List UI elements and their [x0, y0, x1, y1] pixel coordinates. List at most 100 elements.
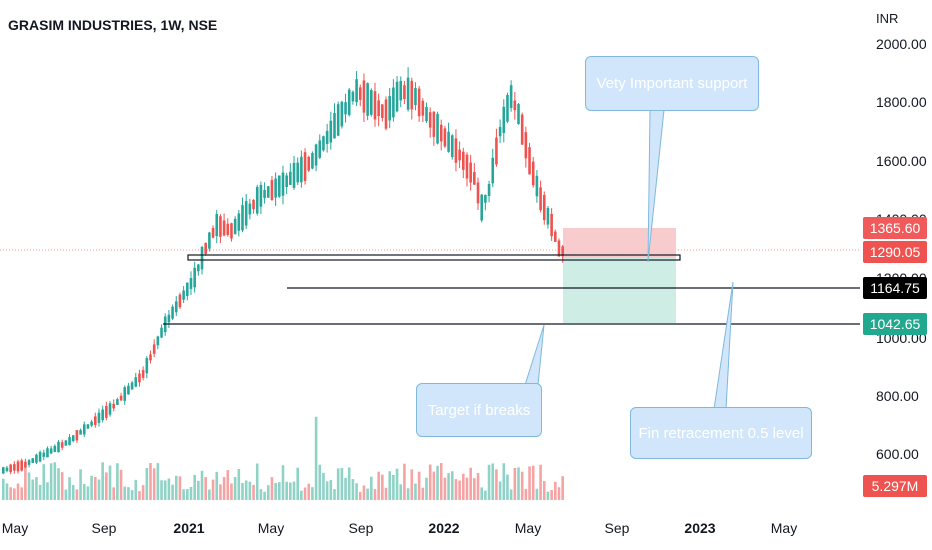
currency-label: INR — [876, 11, 899, 26]
candle-body — [539, 187, 542, 211]
volume-bar — [31, 479, 35, 500]
candle-body — [105, 405, 108, 418]
x-tick-2021: 2021 — [173, 520, 205, 536]
volume-bar — [38, 484, 42, 500]
candle-body — [388, 96, 391, 121]
volume-bar — [377, 471, 380, 500]
candle-body — [222, 220, 226, 236]
candle-body — [233, 218, 237, 235]
volume-bar — [119, 469, 123, 500]
volume-bar — [53, 462, 57, 500]
x-tick-may-2020: May — [1, 520, 29, 536]
volume-bar — [322, 472, 325, 500]
candle-body — [174, 301, 178, 313]
volume-bar — [362, 485, 366, 500]
volume-bar — [13, 488, 16, 500]
volume-bar — [193, 474, 196, 500]
candle-body — [487, 184, 491, 196]
volume-bar — [381, 474, 384, 500]
candle-body — [2, 467, 5, 474]
candle-body — [204, 242, 207, 254]
x-tick-2023: 2023 — [684, 520, 716, 536]
volume-bar — [211, 479, 215, 500]
volume-bar — [171, 484, 174, 500]
y-tick-600: 600.00 — [876, 446, 919, 462]
candle-body — [399, 81, 403, 101]
candle-body — [108, 403, 112, 415]
callout-fib[interactable]: Fin retracement 0.5 level — [630, 407, 812, 459]
candle-body — [101, 409, 104, 421]
volume-bar — [16, 483, 20, 500]
volume-bar — [208, 489, 211, 500]
callout-pointer-target — [524, 324, 545, 386]
candle-body — [237, 213, 241, 231]
candle-body — [406, 77, 410, 110]
volume-bar — [531, 465, 535, 500]
stop-price-label: 1365.60 — [863, 217, 927, 239]
volume-bar — [480, 487, 483, 500]
callout-support[interactable]: Vety Important support — [585, 56, 759, 111]
volume-bar — [57, 468, 60, 500]
volume-bar — [237, 469, 241, 500]
volume-bar — [123, 486, 127, 500]
candle-body — [219, 216, 222, 237]
candle-body — [428, 112, 432, 128]
candle-body — [425, 106, 428, 122]
volume-bar — [395, 468, 399, 500]
volume-bar — [219, 484, 222, 500]
volume-bar — [384, 487, 388, 500]
y-tick-2000: 2000.00 — [876, 36, 927, 52]
candle-body — [384, 99, 388, 129]
candle-body — [226, 223, 230, 236]
candle-body — [134, 377, 138, 387]
volume-bar — [428, 464, 432, 500]
volume-bar — [506, 474, 509, 500]
volume-bar — [79, 469, 82, 500]
x-tick-sep-2022: Sep — [604, 520, 630, 536]
candle-body — [476, 182, 480, 204]
candle-body — [439, 124, 443, 142]
volume-bar — [458, 480, 461, 500]
candle-body — [112, 403, 115, 409]
candle-body — [42, 452, 46, 457]
volume-bar — [278, 482, 281, 500]
volume-bar — [524, 488, 528, 500]
volume-bar — [71, 485, 75, 500]
volume-bar — [399, 484, 403, 500]
target-zone — [563, 258, 676, 323]
candle-body — [414, 87, 417, 106]
candle-body — [130, 382, 134, 390]
volume-bar — [473, 478, 476, 500]
volume-bar — [465, 477, 469, 500]
candle-body — [75, 430, 79, 441]
volume-bar — [270, 477, 274, 500]
candle-body — [20, 460, 23, 471]
candle-body — [292, 162, 296, 188]
candle-body — [178, 294, 182, 308]
candle-body — [362, 80, 366, 113]
candle-body — [480, 194, 483, 221]
callout-target[interactable]: Target if breaks — [416, 383, 542, 437]
x-tick-sep-2021: Sep — [348, 520, 374, 536]
volume-bar — [75, 489, 79, 500]
volume-bar — [373, 489, 377, 500]
candle-body — [193, 267, 196, 288]
volume-bar — [318, 464, 322, 500]
volume-bar — [502, 463, 506, 500]
candle-body — [27, 460, 31, 465]
candle-body — [443, 128, 447, 147]
volume-bar — [42, 464, 46, 500]
volume-bar — [112, 487, 115, 500]
candle-body — [307, 156, 311, 171]
candle-body — [358, 87, 362, 100]
candle-body — [53, 445, 57, 452]
candle-body — [49, 448, 53, 454]
candle-body — [528, 147, 531, 175]
volume-bar — [138, 491, 141, 500]
volume-bar — [174, 475, 178, 500]
volume-bar — [450, 471, 454, 500]
volume-bar — [105, 472, 108, 500]
candle-body — [252, 199, 255, 210]
volume-bar — [439, 463, 443, 500]
